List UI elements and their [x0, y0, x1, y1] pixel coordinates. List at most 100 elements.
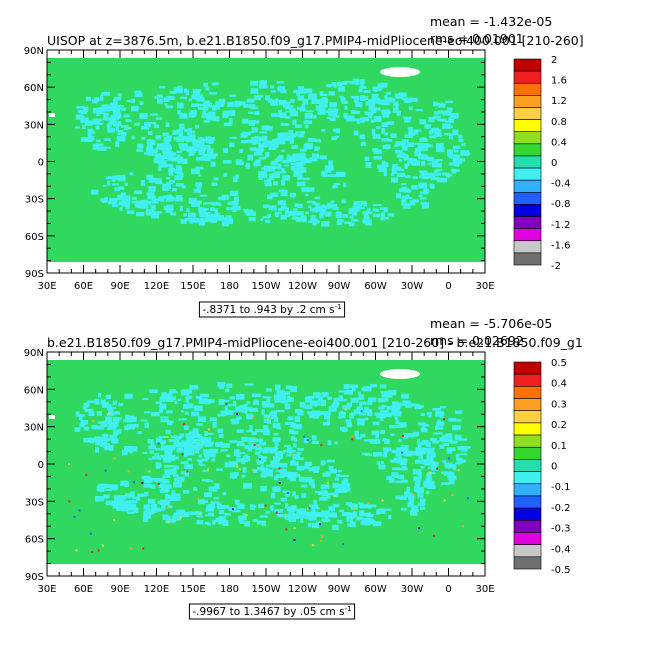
x-tick-label: 150E	[180, 281, 205, 292]
colorbar-swatch	[513, 143, 542, 157]
colorbar-swatch	[513, 95, 542, 108]
colorbar-swatch	[513, 507, 542, 521]
colorbar-swatch	[513, 119, 542, 133]
colorbar-label: 0.2	[551, 420, 567, 431]
y-tick-label: 90N	[24, 348, 44, 359]
colorbar-swatch	[513, 204, 542, 217]
colorbar-swatch	[513, 179, 542, 193]
y-tick-label: 60N	[24, 385, 44, 396]
panel-title: UISOP at z=3876.5m, b.e21.B1850.f09_g17.…	[47, 33, 584, 48]
panel-title: b.e21.B1850.f09_g17.PMIP4-midPliocene-eo…	[47, 335, 583, 350]
colorbar-swatch	[513, 107, 542, 120]
colorbar-label: -1.2	[551, 220, 571, 231]
colorbar-label: 0.3	[551, 399, 567, 410]
x-tick-label: 60W	[364, 584, 387, 595]
mean-label: mean = -1.432e-05	[430, 14, 552, 29]
y-tick-label: 0	[38, 158, 44, 169]
rms-label: rms = 0.01901	[430, 31, 524, 46]
colorbar-swatch	[513, 386, 542, 399]
x-tick-label: 30E	[475, 281, 494, 292]
colorbar-swatch	[513, 556, 542, 570]
y-tick-label: 90S	[25, 269, 44, 280]
ocean-field	[47, 360, 485, 564]
colorbar-label: 1.2	[551, 96, 567, 107]
colorbar-swatch	[513, 82, 542, 96]
y-tick-label: 90N	[24, 46, 44, 57]
colorbar-swatch	[513, 58, 542, 72]
x-tick-label: 30E	[37, 281, 56, 292]
x-tick-label: 120E	[144, 584, 169, 595]
colorbar-swatch	[513, 131, 542, 145]
colorbar-swatch	[513, 544, 542, 558]
colorbar-label: 0.5	[551, 358, 567, 369]
colorbar-swatch	[513, 216, 542, 229]
colorbar-swatch	[513, 373, 542, 387]
colorbar-swatch	[513, 519, 542, 533]
range-exponent: -1	[335, 303, 342, 311]
x-tick-label: 150W	[252, 281, 281, 292]
x-tick-label: 150W	[252, 584, 281, 595]
colorbar-label: 0.1	[551, 441, 567, 452]
x-tick-label: 90E	[110, 584, 129, 595]
x-tick-label: 150E	[180, 584, 205, 595]
x-tick-label: 90E	[110, 281, 129, 292]
ice-patch	[380, 67, 420, 77]
y-tick-label: 30N	[24, 423, 44, 434]
y-tick-label: 30S	[25, 497, 44, 508]
colorbar-swatch	[513, 410, 542, 424]
colorbar-swatch	[513, 422, 542, 436]
x-tick-label: 0	[445, 281, 451, 292]
y-tick-label: 30N	[24, 120, 44, 131]
colorbar-label: -2	[551, 261, 561, 272]
colorbar-swatch	[513, 483, 542, 497]
y-tick-label: 90S	[25, 572, 44, 583]
x-tick-label: 60E	[74, 281, 93, 292]
ocean-field	[47, 58, 485, 262]
colorbar-swatch	[513, 361, 542, 375]
range-label: -.8371 to .943 by .2 cm s-1	[202, 303, 341, 316]
y-tick-label: 60N	[24, 83, 44, 94]
y-tick-label: 60S	[25, 535, 44, 546]
y-tick-label: 0	[38, 460, 44, 471]
colorbar-label: 0	[551, 158, 557, 169]
colorbar-label: 1.6	[551, 76, 567, 87]
colorbar: 2 1.6 1.2 0.8 0.4 0 -0.4 -0.8 -1.2 -1.6 -2	[513, 55, 571, 272]
x-tick-label: 120E	[144, 281, 169, 292]
colorbar-swatch	[513, 191, 542, 205]
colorbar: 0.5 0.4 0.3 0.2 0.1 0 -0.1 -0.2 -0.3 -0.4 -0.5	[513, 358, 571, 576]
x-tick-label: 60W	[364, 281, 387, 292]
shallow-regions	[74, 382, 471, 531]
colorbar-label: 2	[551, 55, 557, 66]
x-tick-label: 30E	[475, 584, 494, 595]
x-tick-label: 0	[445, 584, 451, 595]
x-tick-label: 90W	[328, 584, 351, 595]
x-tick-label: 180	[220, 281, 239, 292]
y-tick-label: 30S	[25, 195, 44, 206]
colorbar-swatch	[513, 459, 542, 472]
colorbar-label: -0.3	[551, 524, 571, 535]
x-tick-label: 180	[220, 584, 239, 595]
rms-label: rms = 0.02692	[430, 333, 524, 348]
mean-label: mean = -5.706e-05	[430, 316, 552, 331]
colorbar-label: -1.6	[551, 240, 571, 251]
colorbar-label: 0	[551, 462, 557, 473]
colorbar-label: 0.4	[551, 137, 567, 148]
x-tick-label: 30W	[401, 281, 424, 292]
colorbar-swatch	[513, 471, 542, 485]
x-tick-label: 120W	[288, 281, 317, 292]
ice-patch	[380, 369, 420, 379]
colorbar-swatch	[513, 495, 542, 509]
white-cell	[49, 113, 55, 117]
range-label: -.9967 to 1.3467 by .05 cm s-1	[192, 605, 351, 618]
colorbar-swatch	[513, 167, 542, 181]
contour-range-box: -.9967 to 1.3467 by .05 cm s-1	[188, 603, 356, 620]
colorbar-label: 0.8	[551, 117, 567, 128]
colorbar-swatch	[513, 446, 542, 460]
colorbar-label: -0.5	[551, 565, 571, 576]
colorbar-swatch	[513, 398, 542, 412]
colorbar-label: -0.4	[551, 544, 571, 555]
colorbar-label: -0.1	[551, 482, 571, 493]
white-cell	[49, 415, 55, 419]
